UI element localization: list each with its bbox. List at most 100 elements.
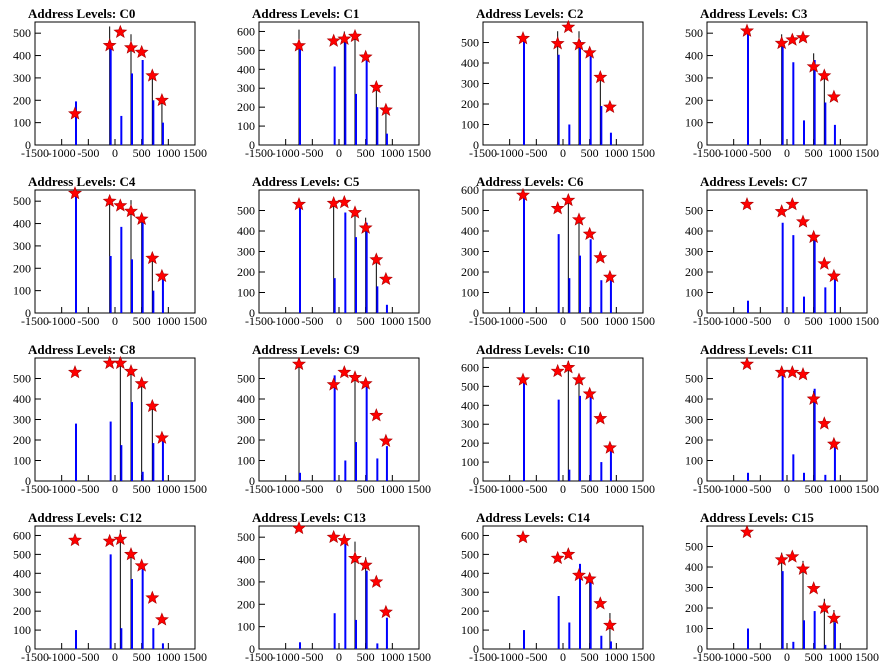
y-tick-label: 300 [685, 245, 703, 259]
star-marker [796, 214, 810, 228]
x-tick-label: 500 [357, 482, 375, 496]
star-marker [593, 596, 608, 610]
star-marker [516, 31, 530, 45]
star-marker [827, 436, 841, 451]
x-tick-label: 500 [581, 482, 599, 496]
x-tick-label: -500 [749, 146, 771, 160]
star-marker [113, 531, 128, 546]
x-tick-label: 1500 [407, 650, 431, 664]
star-marker [379, 102, 393, 116]
y-tick-label: 100 [237, 119, 255, 133]
star-marker [796, 367, 810, 381]
chart-panel-1: Address Levels: C1 0 100 200 300 400 500 600 -15… [237, 6, 431, 160]
star-marker [337, 194, 352, 209]
y-tick-label: 200 [461, 265, 479, 279]
star-marker [572, 372, 586, 386]
x-tick-label: -500 [301, 482, 323, 496]
star-marker [796, 561, 810, 575]
x-tick-label: 1000 [604, 482, 628, 496]
y-tick-label: 100 [237, 620, 255, 634]
y-tick-label: 300 [13, 413, 31, 427]
x-tick-label: -1500 [21, 482, 49, 496]
x-tick-label: -500 [749, 650, 771, 664]
x-tick-label: -1000 [48, 650, 76, 664]
y-tick-label: 400 [13, 392, 31, 406]
star-marker [68, 106, 82, 120]
x-tick-label: 1000 [380, 482, 404, 496]
chart-panel-6: Address Levels: C6 0 100 200 300 400 500 600 -15… [461, 174, 655, 328]
star-marker [817, 68, 832, 82]
x-tick-label: 500 [581, 146, 599, 160]
x-tick-label: -1500 [245, 482, 273, 496]
x-tick-label: -500 [525, 314, 547, 328]
x-tick-label: -500 [77, 482, 99, 496]
star-marker [292, 356, 306, 371]
star-marker [134, 558, 149, 572]
star-marker [337, 533, 352, 547]
star-marker [113, 24, 128, 38]
y-tick-label: 500 [685, 540, 703, 554]
star-marker [827, 89, 841, 103]
y-tick-label: 0 [249, 474, 255, 488]
x-tick-label: 0 [560, 314, 566, 328]
y-tick-label: 0 [697, 642, 703, 656]
star-marker [326, 195, 341, 210]
x-tick-label: 1000 [380, 146, 404, 160]
y-tick-label: 0 [25, 642, 31, 656]
y-tick-label: 0 [249, 138, 255, 152]
y-tick-label: 500 [685, 372, 703, 386]
star-marker [326, 33, 341, 47]
y-tick-label: 400 [461, 398, 479, 412]
star-marker [292, 38, 306, 52]
star-marker [806, 229, 821, 244]
x-tick-label: 500 [581, 650, 599, 664]
chart-title: Address Levels: C12 [28, 510, 142, 525]
star-marker [155, 612, 169, 626]
star-marker [827, 610, 841, 625]
x-tick-label: 1000 [828, 146, 852, 160]
x-tick-label: 1500 [407, 482, 431, 496]
plot-frame [482, 525, 644, 650]
x-tick-label: 1000 [604, 314, 628, 328]
x-tick-label: 1000 [156, 482, 180, 496]
star-marker [337, 31, 352, 45]
star-marker [582, 226, 597, 240]
star-marker [348, 28, 362, 43]
chart-title: Address Levels: C3 [700, 6, 808, 21]
x-tick-label: -1000 [48, 314, 76, 328]
x-tick-label: 1000 [380, 314, 404, 328]
y-tick-label: 200 [13, 433, 31, 447]
x-tick-label: -1000 [272, 482, 300, 496]
star-marker [124, 203, 138, 218]
star-marker [603, 440, 617, 454]
x-tick-label: -1000 [720, 146, 748, 160]
chart-panel-8: Address Levels: C80100200300400500-1500-… [13, 342, 207, 496]
plot-frame [34, 21, 196, 146]
chart-panel-12: Address Levels: C12 0 100 200 300 400 500 600 -1… [13, 510, 207, 664]
y-tick-label: 600 [461, 360, 479, 374]
x-tick-label: 0 [336, 314, 342, 328]
x-tick-label: -1500 [21, 650, 49, 664]
plot-frame [258, 357, 420, 482]
x-tick-label: 500 [133, 482, 151, 496]
y-tick-label: 400 [13, 49, 31, 63]
star-marker [740, 197, 754, 211]
x-tick-label: 1000 [380, 650, 404, 664]
chart-panel-4: Address Levels: C40100200300400500-1500-… [13, 174, 207, 328]
star-marker [516, 372, 530, 386]
x-tick-label: 0 [784, 146, 790, 160]
star-marker [358, 220, 373, 234]
chart-panel-11: Address Levels: C11 0 100 200 300 400 500 -1500… [685, 342, 879, 496]
y-tick-label: 100 [13, 623, 31, 637]
chart-panel-15: Address Levels: C15 0 100 200 300 400 500 -1500… [685, 510, 879, 664]
x-tick-label: -1500 [245, 314, 273, 328]
chart-panel-7: Address Levels: C70100200300400500-1500-… [685, 174, 879, 328]
star-marker [358, 557, 373, 572]
star-marker [785, 32, 800, 46]
x-tick-label: -1000 [48, 482, 76, 496]
x-tick-label: 500 [133, 650, 151, 664]
y-tick-label: 100 [13, 116, 31, 130]
star-marker [582, 45, 597, 59]
x-tick-label: -1000 [720, 314, 748, 328]
y-tick-label: 200 [461, 97, 479, 111]
